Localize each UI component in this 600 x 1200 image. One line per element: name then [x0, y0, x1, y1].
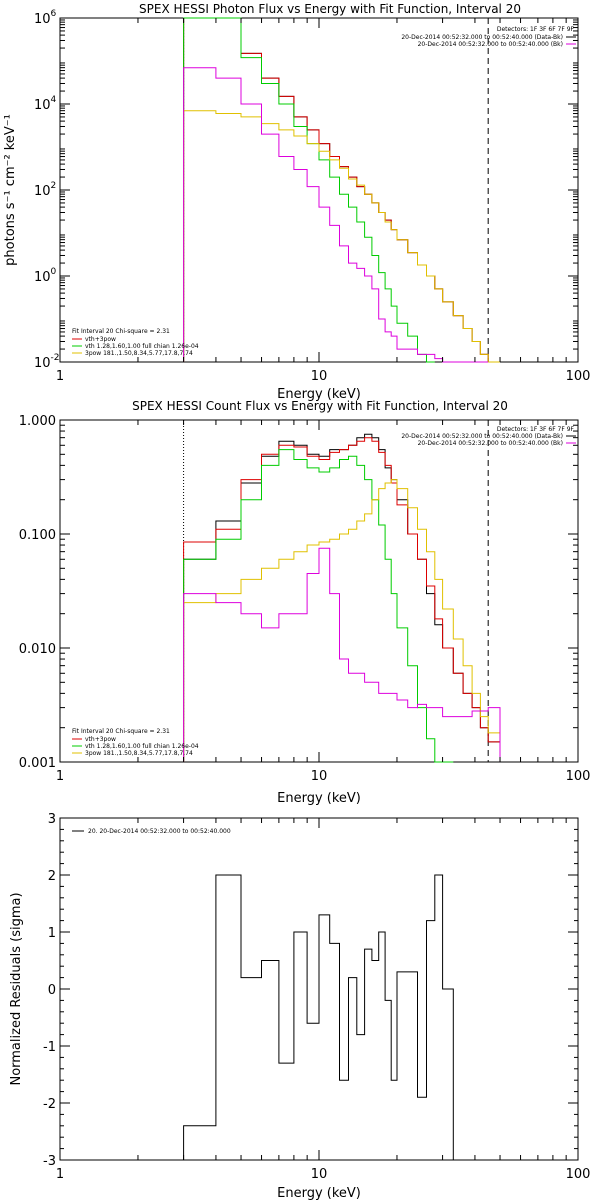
photon-data-series [183, 17, 500, 363]
photon-x-tick-label: 1 [56, 369, 64, 384]
photon-background-series [183, 67, 489, 363]
count-lower-legend: Fit Interval 20 Chi-square = 2.31 vth+3p… [72, 728, 199, 757]
photon-legend-total: vth+3pow [85, 336, 116, 343]
photon-x-axis-label: Energy (keV) [277, 387, 361, 402]
photon-y-tick-exponent: 6 [51, 9, 57, 19]
photon-y-tick-base: 10 [34, 12, 51, 27]
count-chart-title: SPEX HESSI Count Flux vs Energy with Fit… [132, 399, 508, 413]
photon-y-tick-label: 102 [34, 181, 56, 199]
photon-legend-thermal: vth 1.28,1.60,1.00 full chian 1.26e-04 [85, 343, 199, 350]
photon-y-tick-exponent: 4 [51, 95, 57, 105]
photon-y-tick-label: 10-2 [34, 353, 60, 371]
photon-y-tick-label: 100 [34, 267, 57, 285]
residuals-legend-label: 20. 20-Dec-2014 00:52:32.000 to 00:52:40… [88, 828, 231, 835]
photon-legend-nonthermal: 3pow 181.,1.50,8.34,5.77,17.8,7.74 [85, 350, 193, 357]
count-x-tick-label: 1 [56, 769, 64, 784]
photon-lower-legend: Fit Interval 20 Chi-square = 2.31 vth+3p… [72, 328, 199, 357]
residuals-x-tick-label: 100 [566, 1167, 591, 1182]
residuals-y-tick-label: -2 [43, 1097, 56, 1112]
count-total-fit-series [183, 437, 501, 762]
count-y-tick-label: 0.100 [19, 528, 56, 543]
photon-y-tick-base: 10 [34, 98, 51, 113]
residuals-panel: 1 10 100 -3 -2 -1 0 1 2 3 Energy (keV) Normalize… [9, 812, 590, 1200]
residuals-x-tick-label: 1 [56, 1167, 64, 1182]
count-background-series [183, 547, 501, 762]
count-nonthermal-series [183, 479, 501, 762]
residuals-y-tick-label: -1 [43, 1040, 56, 1055]
count-legend-thermal: vth 1.28,1.60,1.00 full chian 1.26e-04 [85, 743, 199, 750]
residuals-y-tick-label: -3 [43, 1154, 56, 1169]
photon-x-tick-label: 100 [566, 369, 591, 384]
count-legend-fit-interval: Fit Interval 20 Chi-square = 2.31 [72, 728, 170, 735]
photon-x-tick-label: 10 [311, 369, 328, 384]
photon-flux-panel: SPEX HESSI Photon Flux vs Energy with Fi… [3, 2, 590, 402]
photon-legend-bk: 20-Dec-2014 00:52:32.000 to 00:52:40.000… [418, 41, 563, 48]
photon-legend-detectors: Detectors: 1F 3F 6F 7F 9F [497, 26, 575, 33]
residuals-y-tick-label: 0 [48, 983, 56, 998]
photon-legend-fit-interval: Fit Interval 20 Chi-square = 2.31 [72, 328, 170, 335]
photon-nonthermal-series [183, 110, 500, 363]
residuals-x-axis-label: Energy (keV) [277, 1186, 361, 1200]
photon-upper-legend: Detectors: 1F 3F 6F 7F 9F 20-Dec-2014 00… [401, 26, 576, 48]
count-legend-total: vth+3pow [85, 736, 116, 743]
photon-y-tick-label: 104 [34, 95, 57, 113]
residuals-legend: 20. 20-Dec-2014 00:52:32.000 to 00:52:40… [72, 828, 231, 835]
count-x-tick-label: 100 [566, 769, 591, 784]
count-x-axis-label: Energy (keV) [277, 791, 361, 806]
count-legend-detectors: Detectors: 1F 3F 6F 7F 9F [497, 426, 575, 433]
photon-total-fit-series [183, 17, 500, 363]
residuals-x-tick-label: 10 [311, 1167, 328, 1182]
count-legend-nonthermal: 3pow 181.,1.50,8.34,5.77,17.8,7.74 [85, 750, 193, 757]
photon-y-tick-base: 10 [34, 270, 51, 285]
photon-y-axis-label: photons s⁻¹ cm⁻² keV⁻¹ [3, 114, 18, 266]
count-y-tick-label: 0.010 [19, 642, 56, 657]
count-thermal-series [183, 449, 454, 763]
photon-y-tick-exponent: -2 [51, 353, 60, 363]
count-x-tick-label: 10 [311, 769, 328, 784]
residuals-y-axis-label: Normalized Residuals (sigma) [9, 892, 24, 1085]
residuals-y-tick-label: 1 [48, 926, 56, 941]
photon-legend-data-minus-bk: 20-Dec-2014 00:52:32.000 to 00:52:40.000… [401, 34, 563, 41]
photon-chart-title: SPEX HESSI Photon Flux vs Energy with Fi… [139, 2, 521, 16]
count-legend-data-minus-bk: 20-Dec-2014 00:52:32.000 to 00:52:40.000… [401, 433, 563, 440]
photon-y-tick-exponent: 2 [51, 181, 57, 191]
count-y-tick-label: 1.000 [19, 414, 56, 429]
count-y-tick-label: 0.001 [19, 756, 56, 771]
residuals-residual-series [183, 874, 454, 1160]
count-flux-panel: SPEX HESSI Count Flux vs Energy with Fit… [19, 399, 591, 806]
photon-y-tick-base: 10 [34, 184, 51, 199]
count-legend-bk: 20-Dec-2014 00:52:32.000 to 00:52:40.000… [418, 440, 563, 447]
residuals-y-tick-label: 3 [48, 812, 56, 827]
count-data-series [183, 433, 501, 762]
photon-y-tick-exponent: 0 [51, 267, 57, 277]
residuals-y-tick-label: 2 [48, 869, 56, 884]
photon-y-tick-base: 10 [34, 356, 51, 371]
count-upper-legend: Detectors: 1F 3F 6F 7F 9F 20-Dec-2014 00… [401, 426, 576, 447]
photon-thermal-series [183, 17, 435, 363]
photon-y-tick-label: 106 [34, 9, 57, 27]
